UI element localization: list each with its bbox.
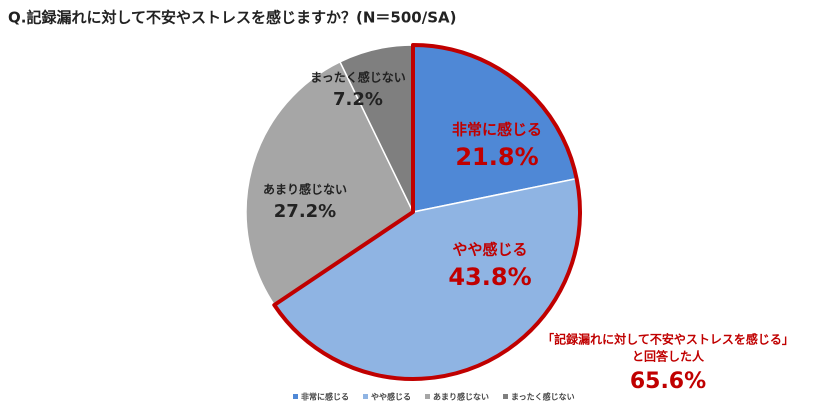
chart-title: Q.記録漏れに対して不安やストレスを感じますか？(N＝500/SA) (8, 9, 456, 27)
slice-value-label: 21.8% (455, 143, 538, 171)
slice-label: 非常に感じる (452, 121, 542, 139)
legend-label: 非常に感じる (301, 392, 349, 402)
annotation-text: と回答した人 (632, 349, 705, 364)
annotation-text: 「記録漏れに対して不安やストレスを感じる」 (542, 332, 794, 347)
slice-value-label: 7.2% (333, 89, 383, 110)
legend-marker (363, 394, 368, 399)
legend-marker (503, 394, 508, 399)
labels: 非常に感じる 21.8% やや感じる 43.8% あまり感じない 27.2% まったく感じな… (263, 70, 542, 292)
annotation: 「記録漏れに対して不安やストレスを感じる」と回答した人 65.6% (542, 332, 794, 395)
slice-label: やや感じる (452, 241, 527, 259)
annotation-value: 65.6% (630, 369, 706, 394)
legend: 非常に感じる やや感じる あまり感じない まったく感じない (293, 392, 575, 402)
pie (245, 43, 582, 381)
slice-value-label: 43.8% (448, 263, 531, 291)
legend-label: やや感じる (371, 392, 411, 402)
pie-slice (245, 60, 414, 307)
slice-label: あまり感じない (263, 182, 347, 197)
slice-label: まったく感じない (310, 70, 406, 85)
legend-marker (293, 394, 298, 399)
legend-label: まったく感じない (511, 392, 575, 402)
highlight-outline (272, 43, 582, 381)
slice-value-label: 27.2% (274, 201, 336, 222)
legend-label: あまり感じない (433, 392, 489, 402)
legend-marker (425, 394, 430, 399)
